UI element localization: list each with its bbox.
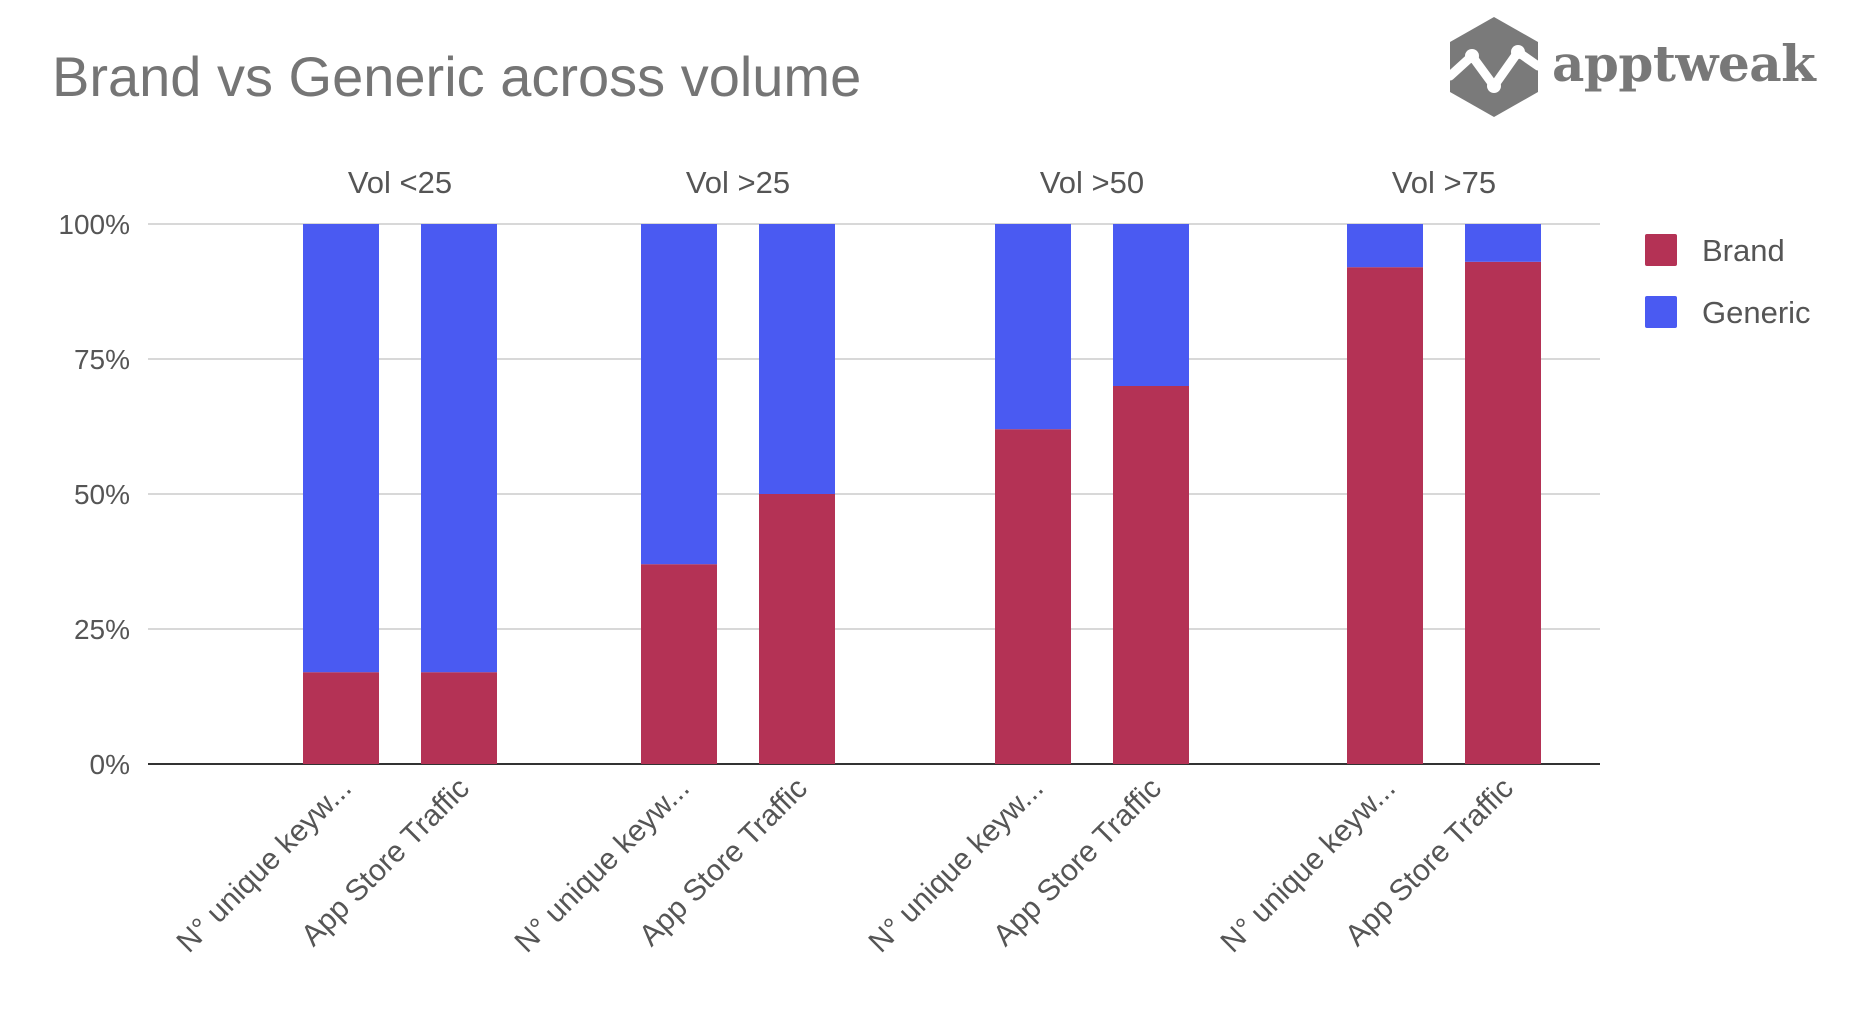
y-tick-label: 100% [58, 209, 130, 240]
logo-text: apptweak [1552, 34, 1816, 93]
legend-label-generic[interactable]: Generic [1702, 295, 1811, 330]
bar-generic-segment[interactable] [1113, 224, 1189, 386]
bar-brand-segment[interactable] [421, 672, 497, 764]
y-tick-label: 50% [74, 479, 130, 510]
bar-brand-segment[interactable] [641, 564, 717, 764]
bar-generic-segment[interactable] [995, 224, 1071, 430]
group-labels: Vol <25 Vol >25 Vol >50 Vol >75 [348, 165, 1496, 200]
bar-brand-segment[interactable] [995, 429, 1071, 764]
bar-generic-segment[interactable] [303, 224, 379, 673]
legend-swatch-brand [1645, 234, 1677, 266]
apptweak-logo: apptweak [1444, 14, 1844, 120]
legend-label-brand[interactable]: Brand [1702, 233, 1785, 268]
group-label: Vol >75 [1392, 165, 1496, 200]
y-tick-label: 0% [90, 749, 130, 780]
group-label: Vol <25 [348, 165, 452, 200]
legend[interactable]: Brand Generic [1645, 233, 1811, 330]
bar-brand-segment[interactable] [759, 494, 835, 764]
bar-brand-segment[interactable] [1465, 261, 1541, 764]
bar-generic-segment[interactable] [421, 224, 497, 673]
bar-generic-segment[interactable] [1465, 224, 1541, 262]
x-axis-labels: N° unique keyw...App Store Traffic N° uni… [170, 772, 1519, 959]
chart-title: Brand vs Generic across volume [52, 45, 862, 108]
legend-swatch-generic [1645, 296, 1677, 328]
group-label: Vol >25 [686, 165, 790, 200]
bar-generic-segment[interactable] [759, 224, 835, 494]
bar-brand-segment[interactable] [1347, 267, 1423, 764]
y-axis-ticks: 0% 25% 50% 75% 100% [58, 209, 130, 780]
y-tick-label: 75% [74, 344, 130, 375]
group-label: Vol >50 [1040, 165, 1144, 200]
bar-generic-segment[interactable] [1347, 224, 1423, 268]
bar-brand-segment[interactable] [303, 672, 379, 764]
apptweak-hexagon-logo-icon [1445, 17, 1543, 117]
bar-generic-segment[interactable] [641, 224, 717, 565]
bars [303, 224, 1541, 764]
y-tick-label: 25% [74, 614, 130, 645]
bar-brand-segment[interactable] [1113, 386, 1189, 764]
